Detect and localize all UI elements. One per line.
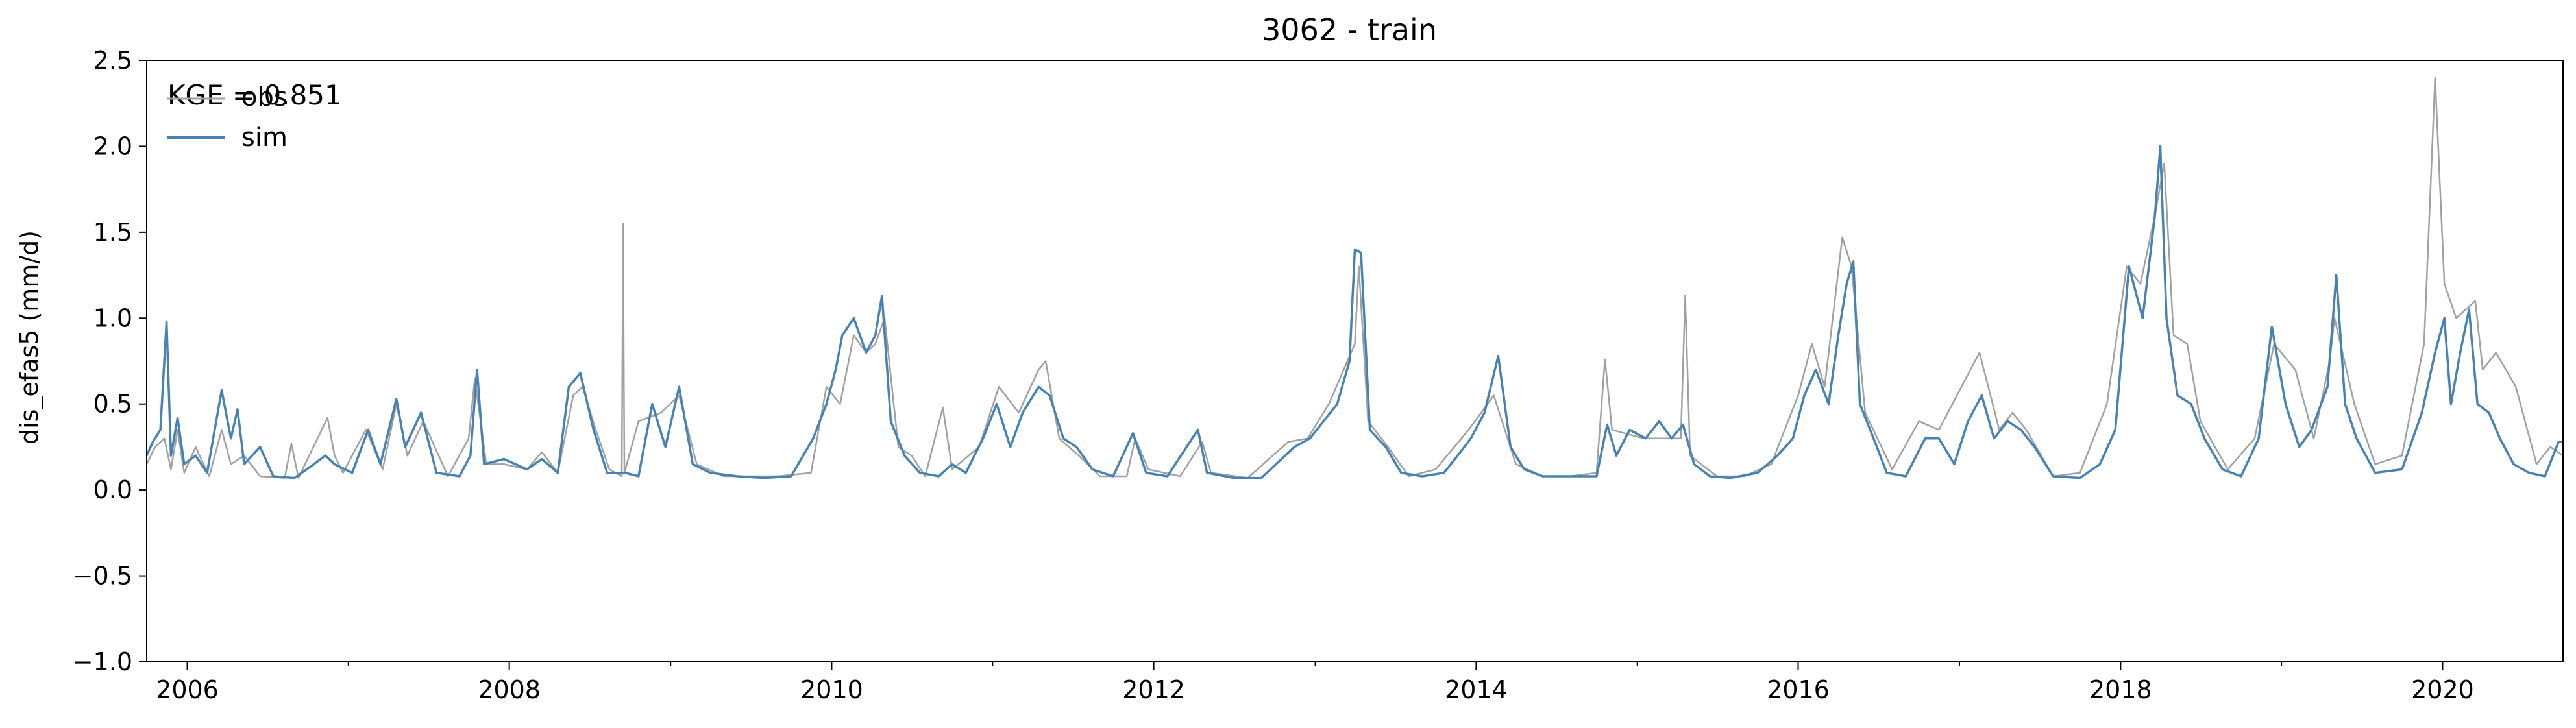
y-axis: −1.0 −0.5 0.0 0.5 1.0 1.5 2.0 2.5	[73, 46, 147, 676]
series-lines	[145, 77, 2564, 479]
x-tick-label: 2016	[1767, 675, 1830, 704]
x-tick-label: 2010	[800, 675, 863, 704]
x-axis: 2006 2008 2010 2012 2014 2016 2018 2020	[156, 662, 2474, 704]
y-tick-label: −0.5	[73, 562, 132, 590]
kge-annotation: KGE = 0.851	[167, 79, 342, 111]
legend-obs-label: obs	[241, 82, 288, 112]
y-tick-label: 1.5	[93, 218, 132, 247]
chart-title: 3062 - train	[1262, 12, 1437, 47]
x-tick-label: 2018	[2089, 675, 2152, 704]
y-tick-label: −1.0	[73, 648, 132, 676]
x-tick-label: 2014	[1445, 675, 1508, 704]
legend-sim-label: sim	[241, 123, 288, 152]
y-tick-label: 1.0	[93, 304, 132, 332]
x-tick-label: 2008	[478, 675, 541, 704]
x-tick-label: 2006	[156, 675, 219, 704]
y-axis-label: dis_efas5 (mm/d)	[15, 230, 43, 444]
legend: KGE = 0.851 obs sim	[167, 79, 342, 152]
plot-area-frame	[146, 60, 2564, 662]
x-tick-label: 2012	[1122, 675, 1185, 704]
y-tick-label: 0.5	[93, 390, 132, 419]
y-tick-label: 2.5	[93, 46, 132, 75]
y-tick-label: 0.0	[93, 476, 132, 504]
y-tick-label: 2.0	[93, 132, 132, 160]
series-line-sim	[145, 145, 2563, 479]
x-tick-label: 2020	[2411, 675, 2474, 704]
series-line-obs	[145, 77, 2564, 479]
